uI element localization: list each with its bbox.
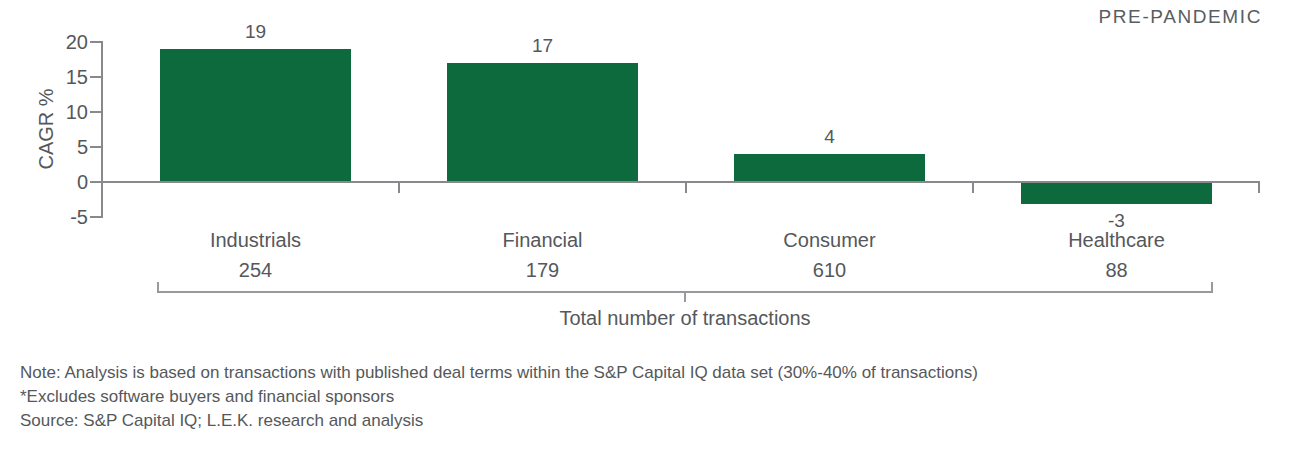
x-axis-title: Total number of transactions [285, 307, 1085, 330]
category-count: 179 [433, 259, 653, 282]
note-line: Source: S&P Capital IQ; L.E.K. research … [20, 409, 978, 433]
x-bracket-right-tick [1211, 282, 1213, 293]
x-tick [398, 183, 400, 193]
note-line: Note: Analysis is based on transactions … [20, 361, 978, 385]
y-tick [90, 76, 101, 78]
category-count: 88 [1007, 259, 1227, 282]
x-bracket-left-tick [157, 282, 159, 293]
x-tick [972, 183, 974, 193]
x-bracket-center-tick [684, 291, 686, 302]
y-tick [90, 111, 101, 113]
y-tick-label: 10 [26, 100, 88, 124]
bar [734, 154, 925, 182]
bar-value-label: 17 [483, 35, 603, 57]
footnotes: Note: Analysis is based on transactions … [20, 361, 978, 433]
y-tick-label: 15 [26, 65, 88, 89]
y-tick-label: -5 [26, 205, 88, 229]
y-tick [90, 181, 101, 183]
bar-chart-figure: PRE-PANDEMIC CAGR % 20151050-519Industri… [0, 0, 1300, 453]
y-tick [90, 41, 101, 43]
y-tick [90, 146, 101, 148]
bar [1021, 183, 1212, 204]
y-tick [90, 216, 101, 218]
category-label: Healthcare [1007, 229, 1227, 252]
bar-value-label: 4 [770, 126, 890, 148]
y-tick-label: 20 [26, 30, 88, 54]
y-axis-line [101, 41, 103, 218]
bar [447, 63, 638, 182]
category-label: Financial [433, 229, 653, 252]
category-count: 254 [146, 259, 366, 282]
x-tick [685, 183, 687, 193]
category-count: 610 [720, 259, 940, 282]
x-tick [1258, 183, 1260, 193]
y-tick-label: 5 [26, 135, 88, 159]
bar-value-label: 19 [196, 21, 316, 43]
category-label: Industrials [146, 229, 366, 252]
note-line: *Excludes software buyers and financial … [20, 385, 978, 409]
bar [160, 49, 351, 182]
category-label: Consumer [720, 229, 940, 252]
y-tick-label: 0 [26, 170, 88, 194]
x-axis-line [101, 181, 1260, 183]
